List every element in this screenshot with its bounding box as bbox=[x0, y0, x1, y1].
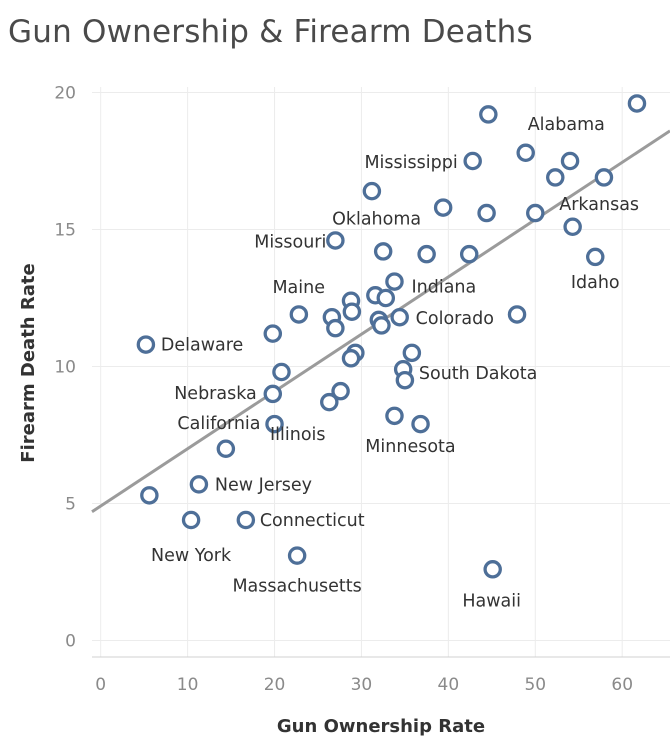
data-point[interactable] bbox=[483, 560, 502, 579]
x-tick-label: 30 bbox=[351, 675, 373, 695]
state-label: South Dakota bbox=[419, 364, 537, 384]
y-axis-title: Firearm Death Rate bbox=[18, 263, 39, 462]
x-axis-title: Gun Ownership Rate bbox=[277, 716, 485, 737]
state-label: Nebraska bbox=[174, 384, 257, 404]
state-label: Arkansas bbox=[559, 195, 639, 215]
data-point[interactable] bbox=[479, 105, 498, 124]
x-tick-label: 10 bbox=[177, 675, 199, 695]
data-point[interactable] bbox=[463, 151, 482, 171]
y-tick-label: 10 bbox=[54, 358, 76, 378]
state-label: Minnesota bbox=[365, 437, 455, 457]
data-point[interactable] bbox=[287, 546, 307, 565]
data-point[interactable] bbox=[326, 318, 345, 338]
data-point[interactable] bbox=[263, 324, 283, 343]
state-label: Missouri bbox=[254, 232, 326, 252]
x-tick-label: 40 bbox=[438, 675, 460, 695]
data-point[interactable] bbox=[433, 198, 453, 217]
data-point[interactable] bbox=[477, 203, 496, 223]
x-tick-label: 20 bbox=[264, 675, 286, 695]
tick-labels: 0 10 20 30 40 50 60 0 5 10 15 20 bbox=[54, 83, 633, 695]
data-point[interactable] bbox=[560, 151, 580, 171]
state-label: New Jersey bbox=[215, 475, 312, 495]
data-point[interactable] bbox=[265, 414, 284, 434]
data-point[interactable] bbox=[289, 305, 309, 324]
state-label: Indiana bbox=[411, 278, 476, 298]
data-point[interactable] bbox=[594, 168, 614, 187]
state-label: Hawaii bbox=[462, 591, 521, 611]
state-labels: Alabama Mississippi Oklahoma Arkansas Missou… bbox=[151, 115, 639, 612]
chart-title: Gun Ownership & Firearm Deaths bbox=[8, 14, 533, 50]
state-label: California bbox=[177, 414, 260, 434]
y-tick-label: 20 bbox=[54, 83, 76, 103]
data-point[interactable] bbox=[459, 244, 479, 264]
data-point[interactable] bbox=[326, 231, 345, 250]
x-tick-label: 60 bbox=[611, 675, 633, 695]
state-label: Delaware bbox=[161, 336, 243, 356]
data-point[interactable] bbox=[331, 381, 350, 401]
data-point[interactable] bbox=[385, 272, 404, 291]
state-label: New York bbox=[151, 546, 232, 566]
data-point[interactable] bbox=[385, 406, 404, 426]
data-point[interactable] bbox=[526, 203, 545, 223]
data-point[interactable] bbox=[395, 370, 415, 390]
data-point[interactable] bbox=[362, 181, 382, 201]
state-label: Alabama bbox=[528, 115, 605, 135]
data-point[interactable] bbox=[216, 439, 236, 458]
state-label: Idaho bbox=[571, 273, 620, 293]
state-label: Connecticut bbox=[260, 511, 365, 531]
data-point[interactable] bbox=[516, 143, 535, 163]
data-point[interactable] bbox=[136, 335, 156, 354]
state-label: Oklahoma bbox=[332, 210, 421, 230]
state-label: Mississippi bbox=[364, 153, 457, 173]
data-point[interactable] bbox=[236, 510, 256, 530]
data-point[interactable] bbox=[627, 94, 647, 113]
data-point[interactable] bbox=[272, 362, 291, 382]
y-tick-label: 15 bbox=[54, 221, 76, 241]
data-point[interactable] bbox=[417, 244, 436, 264]
data-point[interactable] bbox=[373, 242, 393, 261]
data-point[interactable] bbox=[411, 414, 430, 434]
state-label: Colorado bbox=[416, 309, 494, 329]
x-tick-label: 50 bbox=[524, 675, 546, 695]
data-point[interactable] bbox=[181, 510, 201, 530]
data-point[interactable] bbox=[402, 343, 422, 363]
data-point[interactable] bbox=[320, 392, 339, 412]
data-point[interactable] bbox=[586, 247, 605, 267]
data-point[interactable] bbox=[563, 217, 582, 237]
y-tick-label: 0 bbox=[65, 632, 76, 652]
x-tick-label: 0 bbox=[95, 675, 106, 695]
data-point[interactable] bbox=[189, 475, 209, 494]
data-point[interactable] bbox=[140, 486, 159, 505]
data-point[interactable] bbox=[390, 307, 409, 327]
state-label: Maine bbox=[272, 278, 325, 298]
data-point[interactable] bbox=[342, 302, 362, 321]
data-point[interactable] bbox=[507, 305, 527, 324]
data-point[interactable] bbox=[263, 384, 283, 404]
data-point[interactable] bbox=[341, 349, 361, 368]
data-points bbox=[136, 94, 647, 579]
data-point[interactable] bbox=[546, 168, 565, 187]
data-point[interactable] bbox=[372, 316, 391, 335]
state-label: Illinois bbox=[270, 425, 326, 445]
data-point[interactable] bbox=[376, 288, 396, 308]
state-label: Massachusetts bbox=[232, 577, 361, 597]
y-tick-label: 5 bbox=[65, 495, 76, 515]
